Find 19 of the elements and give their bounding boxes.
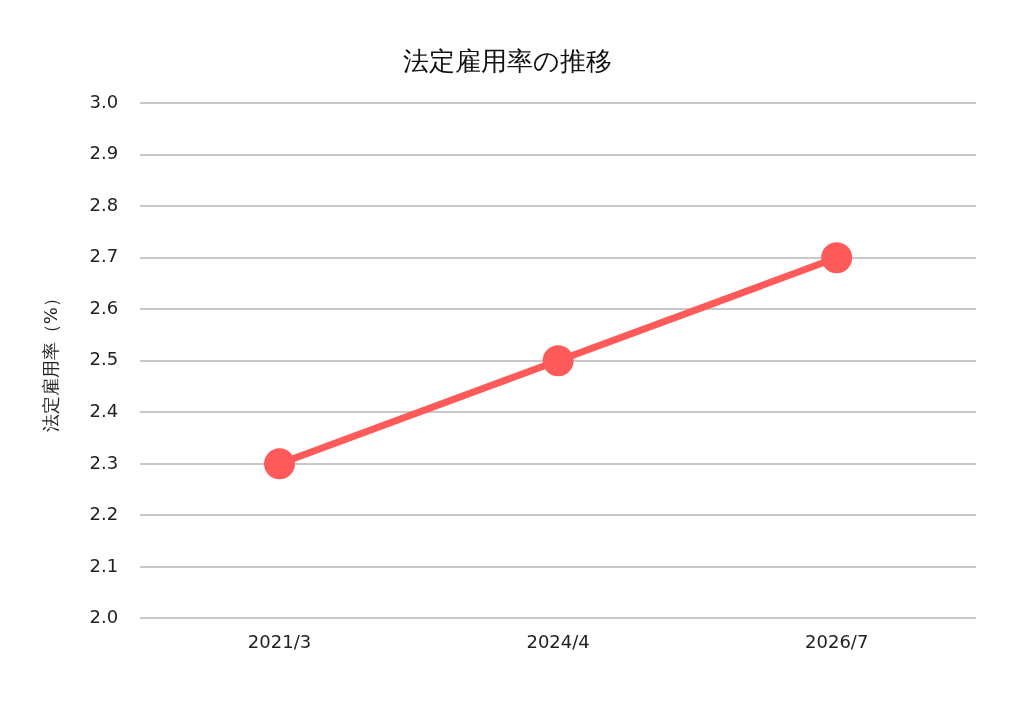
point <box>542 345 574 377</box>
x-tick-label: 2021/3 <box>247 630 312 652</box>
y-tick-label: 2.0 <box>89 606 119 628</box>
y-tick-label: 2.6 <box>89 296 119 318</box>
y-tick-label: 2.8 <box>89 193 119 215</box>
y-tick-label: 2.5 <box>89 348 119 370</box>
x-tick-label: 2024/4 <box>526 630 590 652</box>
point <box>264 448 296 480</box>
y-tick-label: 2.2 <box>89 503 119 525</box>
y-tick-label: 2.7 <box>89 245 119 267</box>
y-axis-title: 法定雇用率（%） <box>40 289 62 433</box>
chart-title: 法定雇用率の推移 <box>402 46 612 77</box>
x-tick-label: 2026/7 <box>805 630 869 652</box>
y-tick-label: 3.0 <box>89 90 119 112</box>
y-tick-label: 2.1 <box>89 554 119 576</box>
y-tick-label: 2.9 <box>89 142 119 164</box>
y-tick-label: 2.4 <box>89 399 119 421</box>
point <box>821 242 853 274</box>
y-tick-label: 2.3 <box>89 451 119 473</box>
